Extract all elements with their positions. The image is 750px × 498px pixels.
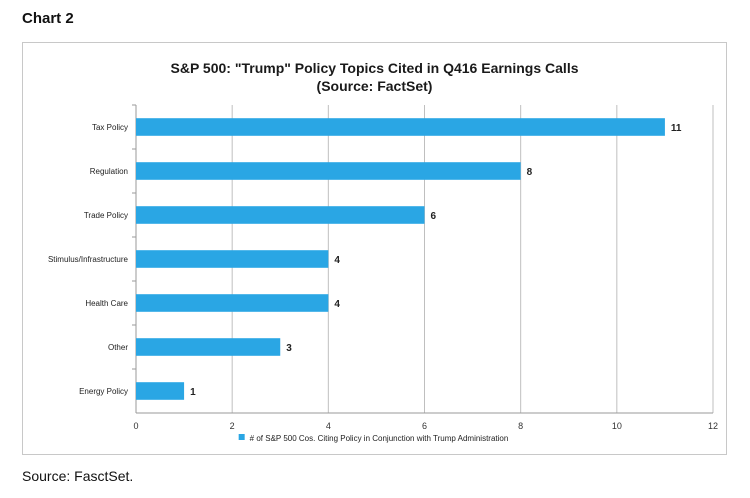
chart-frame: S&P 500: "Trump" Policy Topics Cited in … (22, 42, 727, 455)
data-label: 4 (334, 255, 340, 266)
y-category-label: Energy Policy (79, 387, 128, 396)
chart-title: S&P 500: "Trump" Policy Topics Cited in … (170, 60, 579, 76)
bar (136, 250, 329, 268)
data-label: 11 (671, 123, 682, 134)
y-category-label: Regulation (90, 167, 128, 176)
bar-chart: 0 2 4 6 8 10 12 Tax Policy 11 Regulation 8 Trade Po… (48, 104, 718, 443)
source-note: Source: FasctSet. (22, 468, 134, 484)
chart-heading: Chart 2 (22, 10, 74, 27)
data-label: 8 (527, 167, 533, 178)
bar (136, 294, 329, 312)
legend-swatch (238, 434, 245, 440)
y-category-label: Health Care (85, 299, 128, 308)
y-category-label: Stimulus/Infrastructure (48, 255, 129, 264)
y-category-label: Tax Policy (92, 123, 128, 132)
y-category-label: Other (108, 343, 128, 352)
x-tick-label: 8 (518, 421, 523, 431)
bar (136, 206, 425, 224)
data-label: 4 (334, 299, 340, 310)
data-label: 6 (431, 211, 437, 222)
x-tick-label: 0 (133, 421, 138, 431)
data-label: 3 (286, 343, 292, 354)
x-tick-label: 6 (422, 421, 427, 431)
x-tick-label: 12 (708, 421, 718, 431)
x-tick-label: 4 (326, 421, 331, 431)
x-tick-label: 2 (230, 421, 235, 431)
y-category-label: Trade Policy (84, 211, 128, 220)
legend-label: # of S&P 500 Cos. Citing Policy in Conju… (250, 434, 509, 443)
bar (136, 118, 665, 136)
bar (136, 338, 281, 356)
chart-subtitle: (Source: FactSet) (316, 78, 433, 94)
data-label: 1 (190, 387, 196, 398)
bar (136, 382, 185, 400)
x-tick-label: 10 (612, 421, 622, 431)
bar (136, 162, 521, 180)
